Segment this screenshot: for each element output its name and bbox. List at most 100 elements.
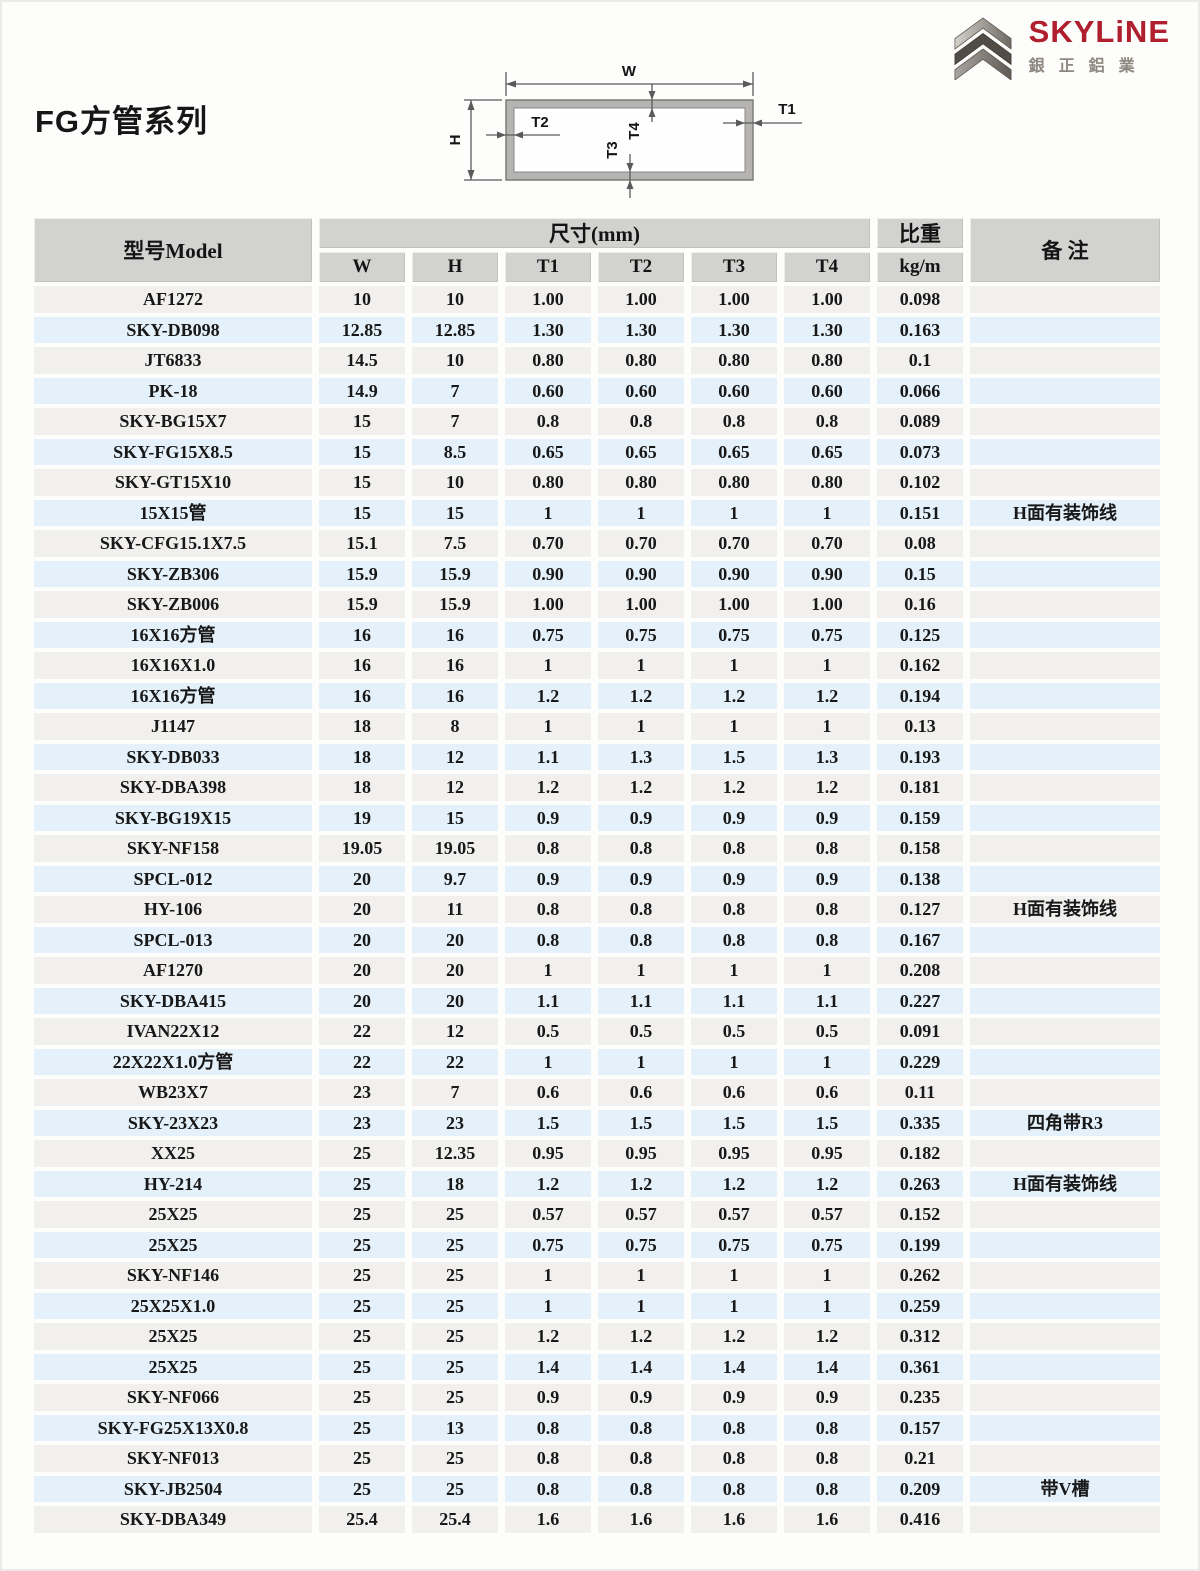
w-cell: 15.1 bbox=[319, 530, 405, 557]
t3-cell: 1 bbox=[691, 1262, 777, 1289]
t4-cell: 1.2 bbox=[784, 774, 871, 801]
w-cell: 25.4 bbox=[319, 1506, 405, 1533]
dim-label-w: W bbox=[622, 63, 637, 80]
h-cell: 10 bbox=[412, 286, 498, 313]
w-cell: 10 bbox=[319, 286, 405, 313]
t3-cell: 1.1 bbox=[691, 987, 777, 1014]
kg-per-m-cell: 0.182 bbox=[877, 1140, 964, 1167]
t3-cell: 0.70 bbox=[691, 530, 777, 557]
table-row: AF1272 10 10 1.00 1.00 1.00 1.00 0.098 bbox=[34, 286, 1160, 313]
model-cell: JT6833 bbox=[34, 347, 312, 374]
h-cell: 20 bbox=[412, 987, 498, 1014]
note-cell bbox=[970, 804, 1160, 831]
t1-cell: 0.8 bbox=[505, 835, 591, 862]
t3-cell: 1.6 bbox=[691, 1506, 777, 1533]
model-cell: 25X25X1.0 bbox=[34, 1292, 312, 1319]
model-cell: SKY-CFG15.1X7.5 bbox=[34, 530, 312, 557]
table-row: WB23X7 23 7 0.6 0.6 0.6 0.6 0.11 bbox=[34, 1079, 1160, 1106]
model-cell: SKY-FG15X8.5 bbox=[34, 438, 312, 465]
t4-cell: 0.65 bbox=[784, 438, 871, 465]
t4-cell: 0.8 bbox=[784, 896, 871, 923]
table-row: 16X16X1.0 16 16 1 1 1 1 0.162 bbox=[34, 652, 1160, 679]
model-cell: SKY-NF013 bbox=[34, 1445, 312, 1472]
table-row: XX25 25 12.35 0.95 0.95 0.95 0.95 0.182 bbox=[34, 1140, 1160, 1167]
kg-per-m-cell: 0.098 bbox=[877, 286, 964, 313]
t4-cell: 0.60 bbox=[784, 377, 871, 404]
t4-cell: 0.75 bbox=[784, 621, 871, 648]
t3-cell: 0.9 bbox=[691, 804, 777, 831]
model-cell: SPCL-013 bbox=[34, 926, 312, 953]
t4-cell: 1.2 bbox=[784, 682, 871, 709]
table-row: JT6833 14.5 10 0.80 0.80 0.80 0.80 0.1 bbox=[34, 347, 1160, 374]
t2-cell: 1.00 bbox=[598, 591, 684, 618]
note-cell bbox=[970, 926, 1160, 953]
t1-cell: 0.57 bbox=[505, 1201, 591, 1228]
t2-cell: 0.8 bbox=[598, 1475, 684, 1502]
w-cell: 19 bbox=[319, 804, 405, 831]
model-cell: HY-106 bbox=[34, 896, 312, 923]
model-cell: 22X22X1.0方管 bbox=[34, 1048, 312, 1075]
t4-cell: 0.90 bbox=[784, 560, 871, 587]
w-cell: 23 bbox=[319, 1079, 405, 1106]
w-cell: 15 bbox=[319, 408, 405, 435]
kg-per-m-cell: 0.193 bbox=[877, 743, 964, 770]
t4-cell: 0.8 bbox=[784, 1414, 871, 1441]
model-cell: SKY-ZB306 bbox=[34, 560, 312, 587]
h-cell: 25.4 bbox=[412, 1506, 498, 1533]
h-cell: 7 bbox=[412, 377, 498, 404]
table-row: SKY-DBA349 25.4 25.4 1.6 1.6 1.6 1.6 0.416 bbox=[34, 1506, 1160, 1533]
note-cell bbox=[970, 1445, 1160, 1472]
note-cell bbox=[970, 347, 1160, 374]
h-cell: 25 bbox=[412, 1231, 498, 1258]
t2-cell: 1.30 bbox=[598, 316, 684, 343]
t1-cell: 0.8 bbox=[505, 896, 591, 923]
t4-cell: 0.95 bbox=[784, 1140, 871, 1167]
h-cell: 16 bbox=[412, 682, 498, 709]
t1-cell: 0.9 bbox=[505, 804, 591, 831]
kg-per-m-cell: 0.361 bbox=[877, 1353, 964, 1380]
h-cell: 7 bbox=[412, 1079, 498, 1106]
t2-cell: 1.2 bbox=[598, 774, 684, 801]
h-cell: 13 bbox=[412, 1414, 498, 1441]
model-cell: 25X25 bbox=[34, 1231, 312, 1258]
note-cell bbox=[970, 621, 1160, 648]
t1-cell: 0.6 bbox=[505, 1079, 591, 1106]
kg-per-m-cell: 0.181 bbox=[877, 774, 964, 801]
note-cell: 带V槽 bbox=[970, 1475, 1160, 1502]
page-title: FG方管系列 bbox=[35, 104, 209, 139]
kg-per-m-cell: 0.21 bbox=[877, 1445, 964, 1472]
brand-wordmark: SKYLiNE bbox=[1028, 14, 1170, 49]
t3-cell: 1 bbox=[691, 652, 777, 679]
t2-cell: 0.65 bbox=[598, 438, 684, 465]
t3-cell: 0.60 bbox=[691, 377, 777, 404]
kg-per-m-cell: 0.229 bbox=[877, 1048, 964, 1075]
t2-cell: 1.00 bbox=[598, 286, 684, 313]
t1-cell: 0.9 bbox=[505, 865, 591, 892]
h-cell: 10 bbox=[412, 347, 498, 374]
table-row: 16X16方管 16 16 0.75 0.75 0.75 0.75 0.125 bbox=[34, 621, 1160, 648]
t3-cell: 1.00 bbox=[691, 286, 777, 313]
note-cell bbox=[970, 1414, 1160, 1441]
w-cell: 15.9 bbox=[319, 560, 405, 587]
note-cell: H面有装饰线 bbox=[970, 499, 1160, 526]
t3-cell: 1.2 bbox=[691, 682, 777, 709]
h-cell: 25 bbox=[412, 1445, 498, 1472]
t3-cell: 0.57 bbox=[691, 1201, 777, 1228]
model-cell: SKY-NF158 bbox=[34, 835, 312, 862]
t1-cell: 0.5 bbox=[505, 1018, 591, 1045]
note-cell bbox=[970, 1201, 1160, 1228]
note-cell bbox=[970, 530, 1160, 557]
t2-cell: 1 bbox=[598, 957, 684, 984]
kg-per-m-cell: 0.312 bbox=[877, 1323, 964, 1350]
kg-per-m-cell: 0.08 bbox=[877, 530, 964, 557]
w-cell: 20 bbox=[319, 926, 405, 953]
note-cell: H面有装饰线 bbox=[970, 1170, 1160, 1197]
h-cell: 16 bbox=[412, 652, 498, 679]
model-cell: WB23X7 bbox=[34, 1079, 312, 1106]
t3-cell: 1.30 bbox=[691, 316, 777, 343]
t2-cell: 0.5 bbox=[598, 1018, 684, 1045]
brand-logo: SKYLiNE 銀正鋁業 bbox=[946, 12, 1170, 80]
t4-cell: 1.5 bbox=[784, 1109, 871, 1136]
kg-per-m-cell: 0.167 bbox=[877, 926, 964, 953]
